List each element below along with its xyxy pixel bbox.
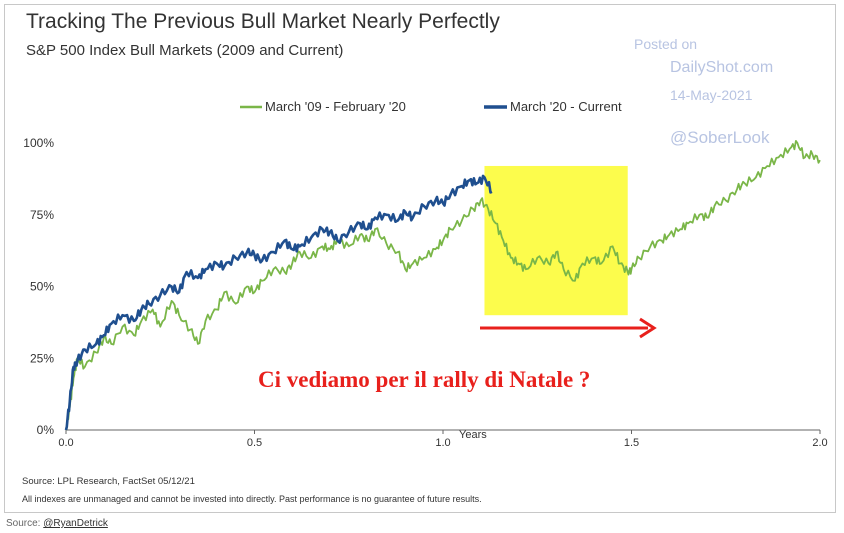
highlight-box [484,165,628,316]
x-tick-label: 0.5 [247,437,262,449]
watermark-site: DailyShot.com [670,59,774,76]
watermark-date: 14-May-2021 [670,87,753,103]
series-line-1 [65,139,821,431]
legend-label-series-2: March '20 - Current [510,99,622,114]
series-line-2 [64,174,493,431]
legend-label-series-1: March '09 - February '20 [265,99,406,114]
page-source: Source: @RyanDetrick [6,518,108,529]
x-axis-label: Years [459,429,487,441]
y-tick-label: 25% [30,351,54,365]
x-tick-label: 0.0 [58,437,73,449]
chart-title: Tracking The Previous Bull Market Nearly… [26,10,500,33]
y-tick-label: 50% [30,280,54,294]
footer-source: Source: LPL Research, FactSet 05/12/21 [22,476,195,487]
y-tick-label: 100% [23,136,54,150]
y-tick-label: 0% [37,423,55,437]
chart-subtitle: S&P 500 Index Bull Markets (2009 and Cur… [26,42,344,59]
watermark-posted-on: Posted on [634,36,698,52]
x-tick-label: 2.0 [812,437,827,449]
page-source-link[interactable]: @RyanDetrick [43,518,108,529]
x-tick-label: 1.5 [624,437,639,449]
x-tick-label: 1.0 [435,437,450,449]
watermark-handle: @SoberLook [670,128,770,147]
annotation-text: Ci vediamo per il rally di Natale ? [258,367,591,392]
page-source-prefix: Source: [6,518,44,529]
y-tick-label: 75% [30,208,54,222]
footer-disclaimer: All indexes are unmanaged and cannot be … [22,494,482,504]
annotation-arrow-head [639,317,657,339]
